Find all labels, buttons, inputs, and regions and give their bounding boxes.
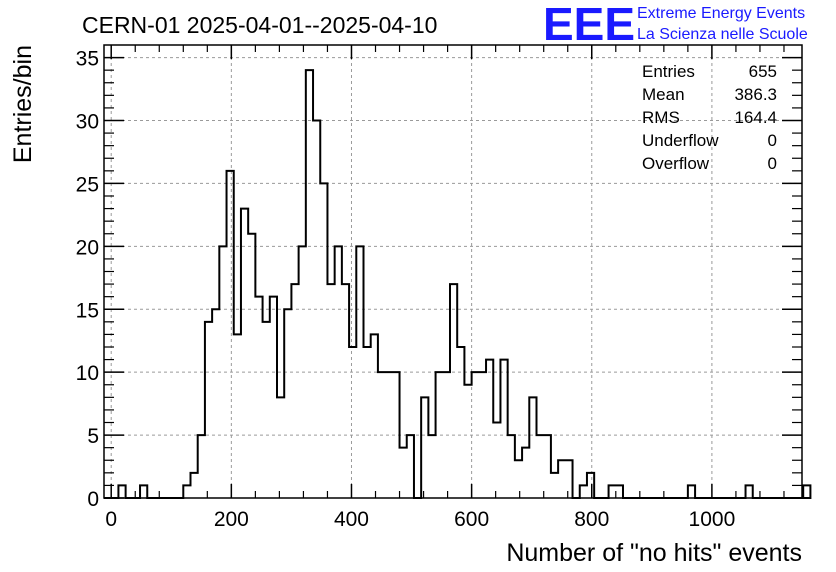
- y-tick-label: 25: [76, 173, 99, 196]
- y-tick-label: 20: [76, 236, 99, 259]
- stats-value: 386.3: [734, 85, 777, 104]
- x-tick-label: 0: [105, 508, 117, 531]
- stats-label: RMS: [642, 108, 680, 127]
- stats-value: 164.4: [734, 108, 777, 127]
- axis-ticks: [104, 45, 802, 499]
- stats-label: Overflow: [642, 154, 710, 173]
- y-tick-label: 35: [76, 48, 99, 71]
- x-tick-label: 800: [574, 508, 609, 531]
- logo-letters: EEE: [543, 0, 635, 50]
- x-axis-title: Number of "no hits" events: [506, 539, 802, 567]
- x-tick-label: 600: [454, 508, 489, 531]
- y-tick-labels: 0 5 10 15 20 25 30 35: [76, 48, 99, 511]
- stats-box: Entries 655 Mean 386.3 RMS 164.4 Underflow 0 Ove…: [642, 62, 777, 173]
- plot-frame: [103, 44, 803, 499]
- y-tick-label: 15: [76, 299, 99, 322]
- y-tick-label: 30: [76, 111, 99, 134]
- logo-line-2: La Scienza nelle Scuole: [637, 26, 808, 43]
- logo-line-1: Extreme Energy Events: [637, 5, 805, 22]
- chart-title: CERN-01 2025-04-01--2025-04-10: [82, 12, 437, 38]
- stats-value: 655: [749, 62, 777, 81]
- stats-value: 0: [768, 154, 777, 173]
- x-tick-label: 400: [334, 508, 369, 531]
- grid-lines: [104, 45, 802, 498]
- x-tick-labels: 0 200 400 600 800 1000: [105, 508, 735, 531]
- x-tick-label: 1000: [689, 508, 736, 531]
- eee-logo: EEE Extreme Energy Events La Scienza nel…: [543, 0, 808, 50]
- stats-label: Mean: [642, 85, 685, 104]
- y-tick-label: 0: [87, 488, 99, 511]
- y-tick-label: 10: [76, 362, 99, 385]
- y-tick-label: 5: [87, 425, 99, 448]
- stats-label: Underflow: [642, 131, 719, 150]
- stats-label: Entries: [642, 62, 695, 81]
- x-tick-label: 200: [214, 508, 249, 531]
- stats-value: 0: [768, 131, 777, 150]
- y-axis-title: Entries/bin: [9, 45, 37, 163]
